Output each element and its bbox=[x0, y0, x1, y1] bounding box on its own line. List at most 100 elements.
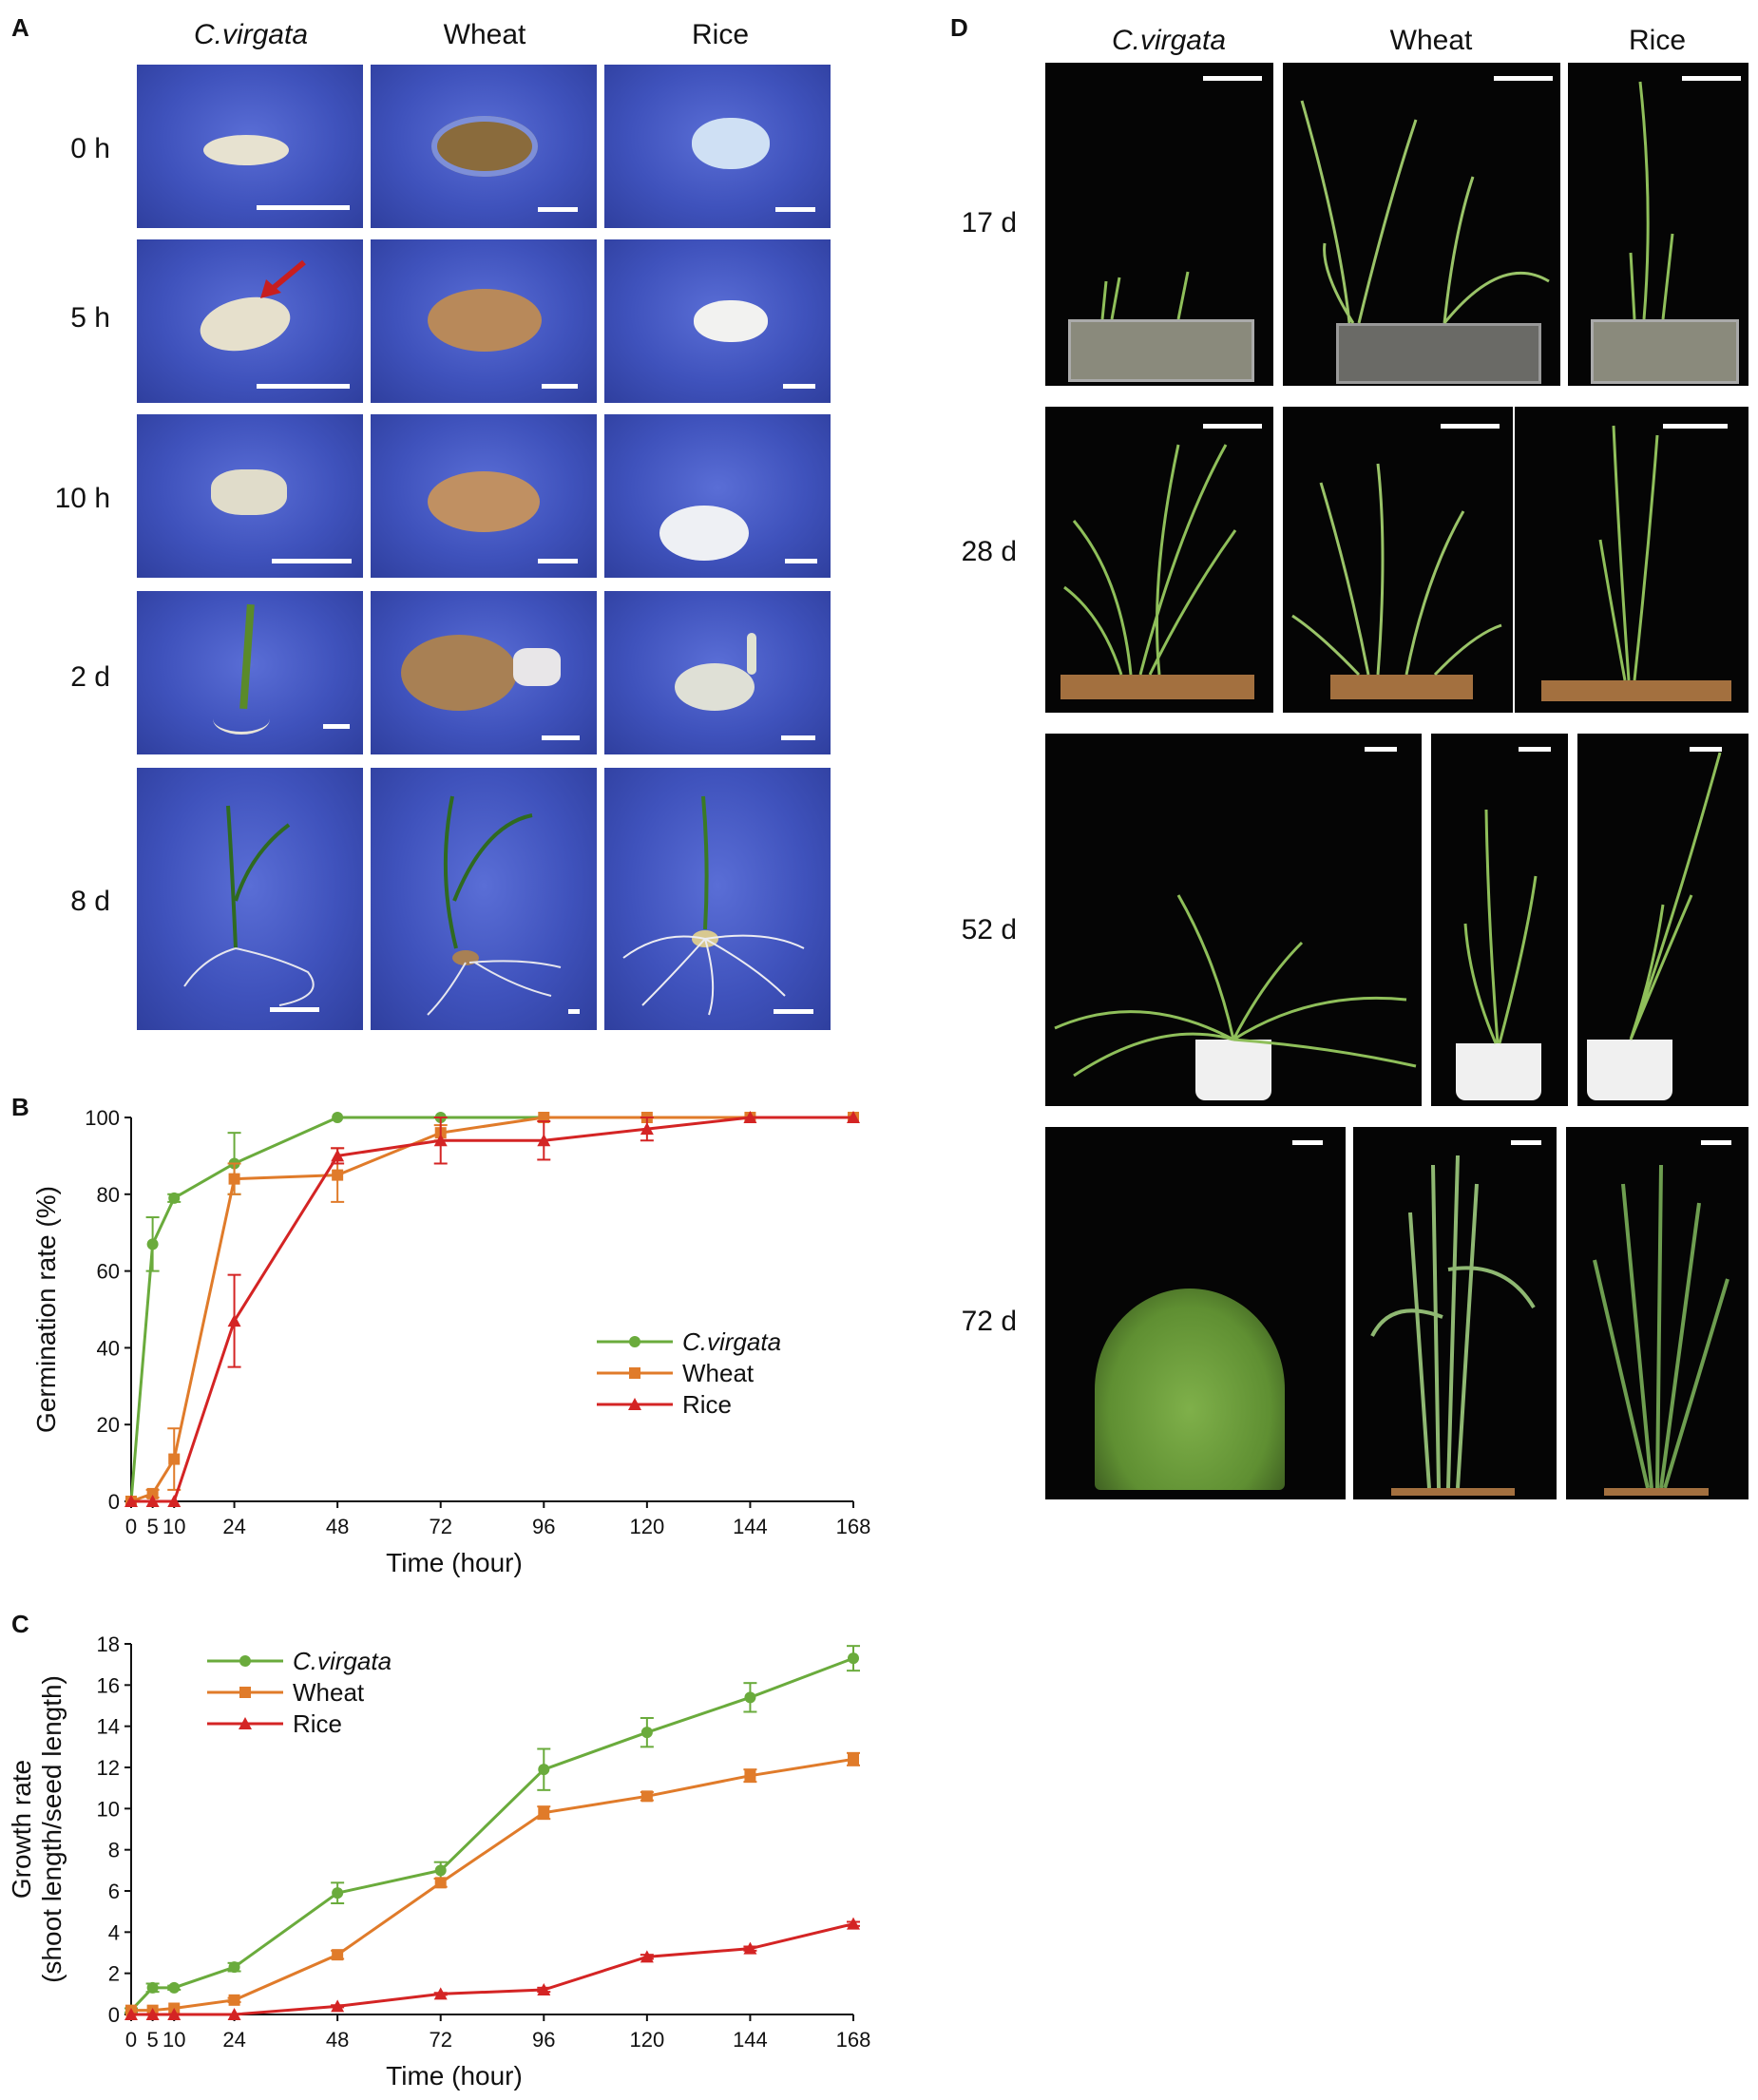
panel-a-letter: A bbox=[11, 13, 29, 42]
x-tick-label: 0 bbox=[125, 2028, 137, 2052]
photo-cvirgata-72d bbox=[1045, 1127, 1346, 1499]
photo-wheat-10h bbox=[371, 414, 597, 578]
photo-cvirgata-17d bbox=[1045, 63, 1273, 386]
data-point bbox=[168, 1453, 181, 1465]
y-tick-label: 16 bbox=[97, 1673, 120, 1697]
panel-a-col-rice: Rice bbox=[691, 19, 749, 50]
y-tick-label: 4 bbox=[108, 1920, 120, 1944]
y-axis-title: (shoot length/seed length) bbox=[37, 1675, 67, 1983]
photo-wheat-72d bbox=[1353, 1127, 1557, 1499]
data-point bbox=[537, 1983, 551, 1995]
panel-a-row-8d: 8 d bbox=[70, 886, 110, 917]
series-line bbox=[131, 1922, 854, 2016]
data-point bbox=[228, 1994, 240, 2006]
data-point bbox=[848, 1652, 859, 1665]
series-wheat bbox=[125, 1751, 860, 2016]
data-point bbox=[168, 1981, 181, 1994]
y-tick-label: 80 bbox=[97, 1183, 120, 1207]
data-point bbox=[640, 1727, 653, 1739]
scale-bar-icon bbox=[538, 207, 578, 212]
scale-bar-icon bbox=[272, 559, 352, 563]
panel-a-row-0h: 0 h bbox=[70, 133, 110, 164]
panel-a-row-2d: 2 d bbox=[70, 661, 110, 693]
y-tick-label: 14 bbox=[97, 1715, 120, 1739]
scale-bar-icon bbox=[270, 1007, 319, 1012]
photo-rice-5h bbox=[604, 239, 831, 403]
data-point bbox=[743, 1111, 757, 1123]
data-point bbox=[743, 1941, 757, 1955]
photo-rice-28d bbox=[1515, 407, 1748, 713]
x-tick-label: 5 bbox=[146, 2028, 158, 2052]
data-point bbox=[537, 1134, 551, 1147]
data-point bbox=[332, 1949, 344, 1961]
y-tick-label: 6 bbox=[108, 1880, 120, 1903]
photo-cvirgata-8d bbox=[137, 768, 363, 1030]
data-point bbox=[239, 1655, 251, 1667]
photo-rice-0h bbox=[604, 65, 831, 228]
series-cvirgata bbox=[125, 1112, 859, 1507]
series-wheat bbox=[125, 1112, 859, 1507]
data-point bbox=[538, 1806, 550, 1819]
panel-d-letter: D bbox=[950, 13, 968, 42]
photo-rice-2d bbox=[604, 591, 831, 754]
series-rice bbox=[124, 1917, 860, 2020]
legend-label: Rice bbox=[682, 1390, 732, 1419]
series-line bbox=[130, 1116, 853, 1503]
photo-wheat-8d bbox=[371, 768, 597, 1030]
scale-bar-icon bbox=[785, 559, 817, 563]
photo-rice-8d bbox=[604, 768, 831, 1030]
data-point bbox=[434, 1877, 447, 1889]
panel-b-letter: B bbox=[11, 1093, 29, 1121]
data-point bbox=[167, 2008, 182, 2020]
data-point bbox=[847, 1111, 860, 1123]
panel-d-col-wheat: Wheat bbox=[1389, 25, 1473, 56]
panel-a-col-cvirgata: C.virgata bbox=[193, 19, 309, 50]
y-tick-label: 100 bbox=[85, 1106, 120, 1130]
x-tick-label: 96 bbox=[532, 2028, 555, 2052]
data-point bbox=[433, 1134, 448, 1147]
data-point bbox=[538, 1764, 550, 1776]
panel-c-letter: C bbox=[11, 1610, 29, 1638]
panel-a-col-wheat: Wheat bbox=[443, 19, 526, 50]
series-rice bbox=[124, 1111, 860, 1507]
scale-bar-icon bbox=[568, 1009, 580, 1014]
scale-bar-icon bbox=[1682, 76, 1741, 81]
scale-bar-icon bbox=[1701, 1140, 1731, 1145]
data-point bbox=[332, 1887, 344, 1900]
photo-rice-10h bbox=[604, 414, 831, 578]
y-tick-label: 60 bbox=[97, 1260, 120, 1284]
legend-label: Rice bbox=[293, 1709, 342, 1738]
y-tick-label: 40 bbox=[97, 1336, 120, 1360]
scale-bar-icon bbox=[775, 207, 815, 212]
data-point bbox=[538, 1112, 550, 1123]
panel-d-row-17d: 17 d bbox=[961, 207, 1017, 239]
data-point bbox=[168, 1192, 181, 1204]
y-tick-label: 0 bbox=[108, 1490, 120, 1514]
x-tick-label: 24 bbox=[222, 1515, 245, 1538]
photo-cvirgata-10h bbox=[137, 414, 363, 578]
x-tick-label: 72 bbox=[429, 2028, 451, 2052]
photo-cvirgata-5h bbox=[137, 239, 363, 403]
x-tick-label: 48 bbox=[326, 1515, 349, 1538]
scale-bar-icon bbox=[542, 735, 580, 740]
x-axis-title: Time (hour) bbox=[386, 2061, 523, 2090]
photo-cvirgata-52d bbox=[1045, 734, 1422, 1106]
series-line bbox=[129, 1656, 854, 2012]
data-point bbox=[145, 2008, 160, 2020]
photo-wheat-2d bbox=[371, 591, 597, 754]
photo-cvirgata-28d bbox=[1045, 407, 1273, 713]
data-point bbox=[629, 1367, 640, 1379]
scale-bar-icon bbox=[542, 384, 578, 389]
x-tick-label: 168 bbox=[836, 1515, 871, 1538]
photo-rice-52d bbox=[1577, 734, 1748, 1106]
data-point bbox=[146, 1981, 159, 1994]
x-tick-label: 120 bbox=[629, 2028, 664, 2052]
photo-cvirgata-0h bbox=[137, 65, 363, 228]
photo-wheat-28d bbox=[1283, 407, 1513, 713]
x-tick-label: 10 bbox=[162, 1515, 185, 1538]
photo-wheat-5h bbox=[371, 239, 597, 403]
scale-bar-icon bbox=[781, 735, 815, 740]
scale-bar-icon bbox=[1519, 747, 1551, 752]
legend-entry: C.virgata bbox=[207, 1647, 392, 1675]
